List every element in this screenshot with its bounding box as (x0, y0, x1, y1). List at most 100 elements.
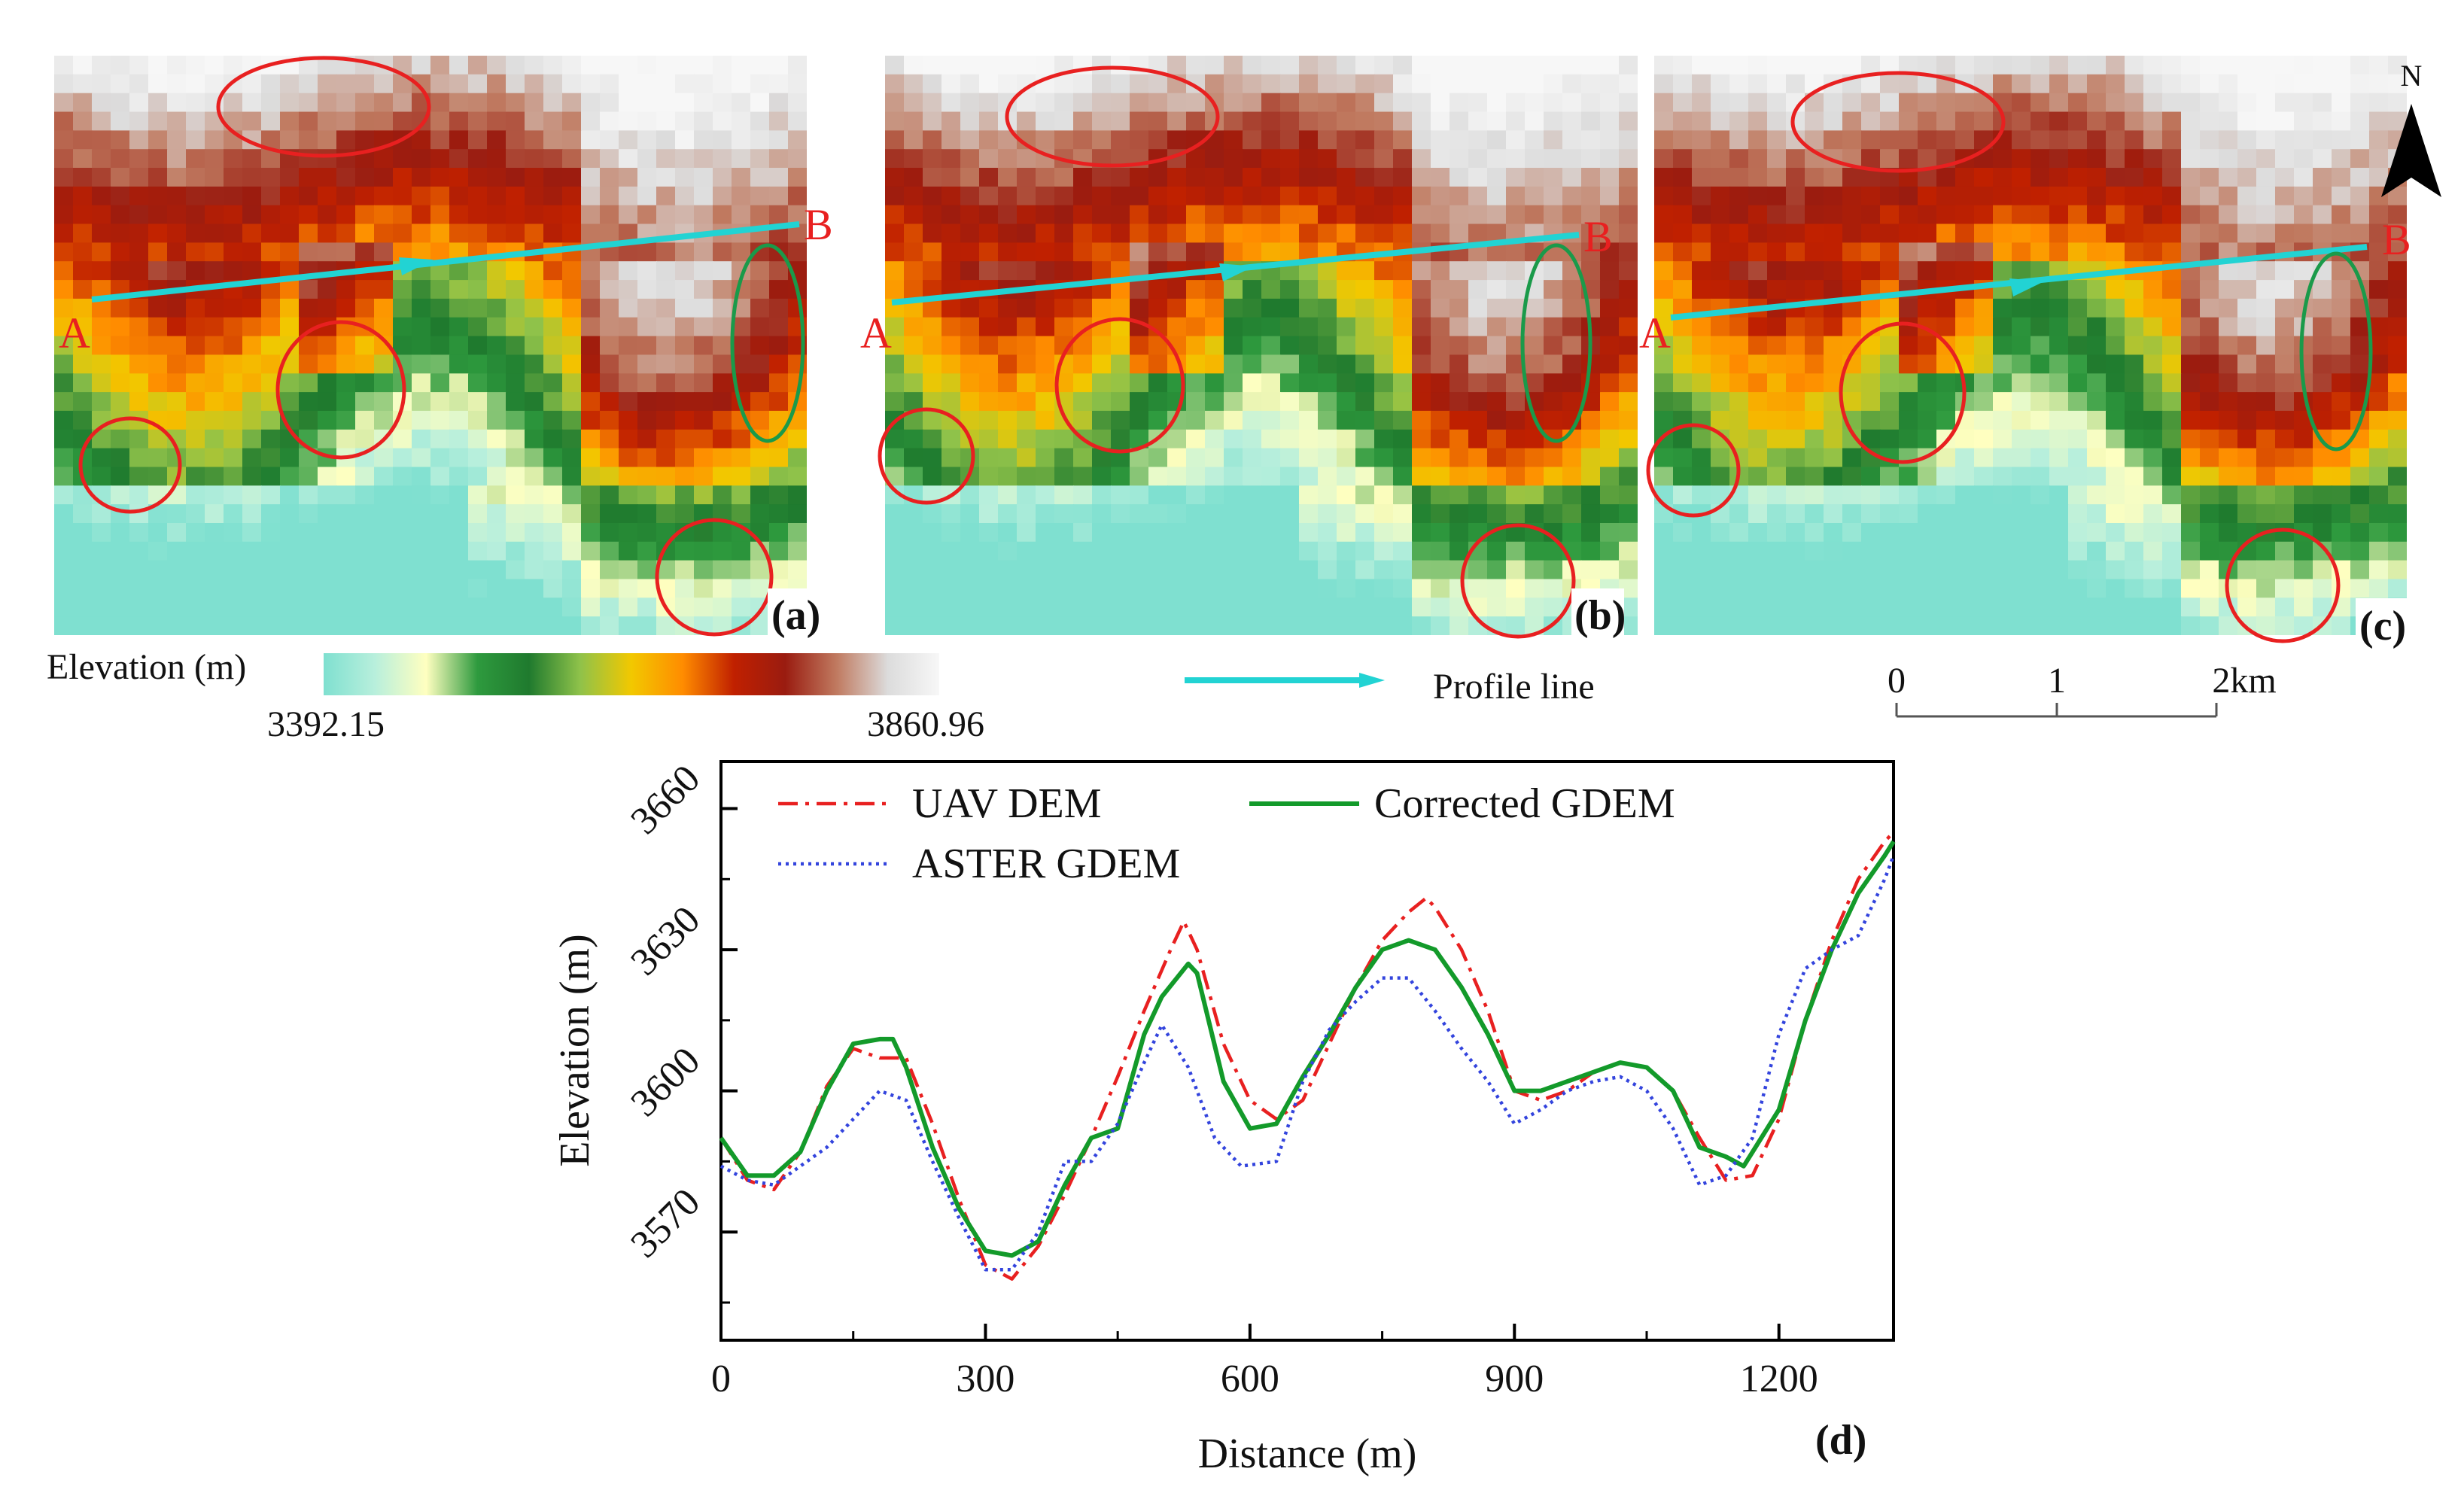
raster-cell (543, 111, 563, 132)
raster-cell (525, 597, 544, 618)
raster-cell (1111, 111, 1130, 132)
raster-cell (2350, 467, 2370, 487)
raster-cell (600, 280, 619, 299)
raster-cell (506, 168, 525, 187)
raster-cell (979, 467, 999, 487)
raster-cell (1054, 93, 1074, 113)
raster-cell (224, 448, 243, 468)
raster-cell (355, 504, 375, 524)
raster-cell (2049, 541, 2069, 561)
raster-cell (1468, 280, 1488, 299)
raster-cell (1880, 616, 1900, 635)
raster-cell (923, 336, 942, 356)
raster-cell (2256, 336, 2276, 356)
raster-cell (2031, 93, 2050, 113)
raster-cell (619, 261, 638, 281)
raster-cell (1748, 448, 1768, 468)
raster-cell (92, 205, 111, 225)
raster-cell (2256, 205, 2276, 225)
raster-cell (1936, 56, 1956, 75)
raster-cell (1412, 111, 1431, 132)
raster-cell (186, 56, 205, 75)
raster-cell (1544, 373, 1563, 394)
raster-cell (242, 560, 262, 580)
raster-cell (2049, 579, 2069, 599)
raster-cell (1243, 130, 1262, 151)
raster-cell (449, 74, 469, 94)
raster-cell (960, 392, 980, 412)
panel-label-bg-b (1571, 588, 1624, 640)
raster-cell (167, 616, 187, 635)
raster-cell (299, 560, 318, 580)
raster-cell (525, 205, 544, 225)
raster-cell (2125, 429, 2144, 449)
raster-cell (2106, 205, 2125, 225)
scale-tick-label-1: 1 (2048, 661, 2066, 701)
raster-cell (487, 280, 506, 299)
raster-cell (2162, 354, 2182, 375)
raster-cell (2256, 560, 2276, 580)
raster-cell (1036, 205, 1055, 225)
raster-cell (1261, 373, 1281, 394)
raster-cell (1355, 485, 1375, 506)
raster-cell (1393, 392, 1413, 412)
raster-cell (2125, 410, 2144, 430)
raster-cell (1186, 149, 1206, 169)
raster-cell (430, 298, 450, 318)
raster-cell (960, 448, 980, 468)
raster-cell (111, 56, 130, 75)
raster-cell (1842, 56, 1862, 75)
raster-cell (581, 298, 601, 318)
raster-cell (525, 541, 544, 561)
raster-cell (1318, 560, 1337, 580)
raster-cell (2200, 485, 2219, 506)
raster-cell (2068, 410, 2088, 430)
raster-cell (1544, 205, 1563, 225)
raster-cell (750, 317, 770, 337)
raster-cell (54, 130, 74, 151)
raster-cell (525, 410, 544, 430)
raster-cell (637, 168, 657, 187)
raster-cell (2106, 354, 2125, 375)
raster-cell (637, 242, 657, 263)
raster-cell (1318, 74, 1337, 94)
raster-cell (111, 93, 130, 113)
raster-cell (73, 130, 93, 151)
raster-cell (318, 410, 337, 430)
raster-cell (562, 616, 582, 635)
raster-cell (487, 485, 506, 506)
raster-cell (1431, 504, 1450, 524)
north-arrow-label: N (2401, 59, 2423, 93)
raster-cell (1148, 523, 1168, 543)
raster-cell (1974, 298, 1994, 318)
raster-cell (1224, 56, 1243, 75)
raster-cell (2332, 373, 2351, 394)
raster-cell (1261, 298, 1281, 318)
raster-cell (111, 579, 130, 599)
raster-cell (713, 410, 732, 430)
raster-cell (1224, 523, 1243, 543)
raster-cell (1525, 579, 1544, 599)
raster-cell (205, 485, 224, 506)
raster-cell (788, 541, 807, 561)
raster-cell (2143, 111, 2163, 132)
raster-cell (1412, 186, 1431, 206)
raster-cell (2237, 448, 2257, 468)
raster-cell (487, 616, 506, 635)
raster-cell (1431, 223, 1450, 244)
raster-cell (2125, 130, 2144, 151)
raster-cell (2068, 541, 2088, 561)
raster-cell (1337, 597, 1356, 618)
raster-cell (1673, 579, 1693, 599)
raster-cell (2332, 186, 2351, 206)
raster-cell (1280, 467, 1300, 487)
raster-cell (1899, 354, 1918, 375)
raster-cell (1468, 298, 1488, 318)
raster-cell (336, 111, 356, 132)
raster-cell (1073, 504, 1093, 524)
raster-cell (1692, 541, 1711, 561)
raster-cell (1393, 130, 1413, 151)
raster-cell (562, 149, 582, 169)
raster-cell (355, 186, 375, 206)
raster-cell (1393, 504, 1413, 524)
